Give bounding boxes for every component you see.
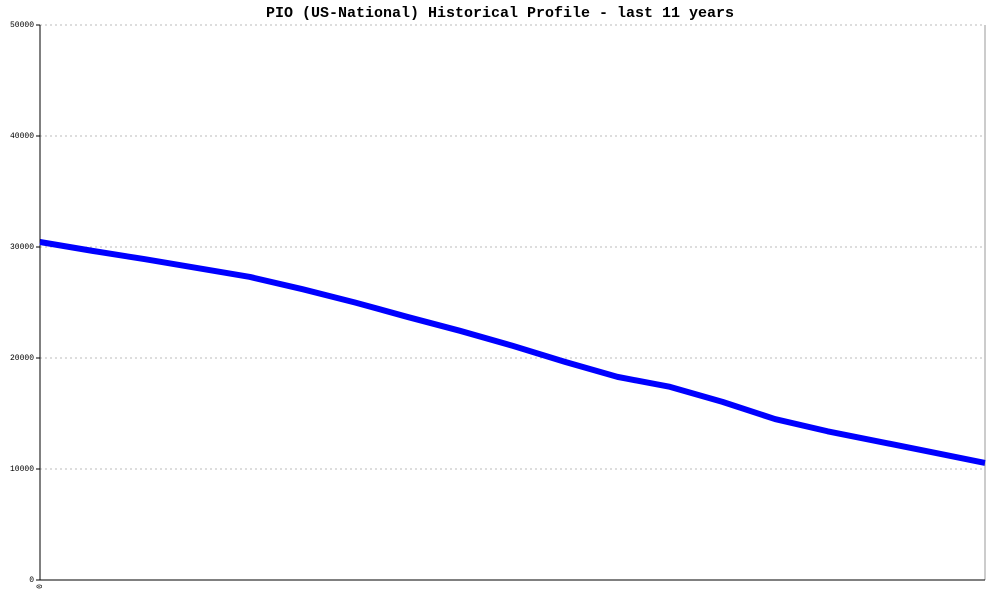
chart-title: PIO (US-National) Historical Profile - l… — [266, 5, 734, 22]
y-tick-label: 20000 — [10, 354, 34, 363]
data-line — [39, 239, 986, 466]
y-tick-label: 30000 — [10, 243, 34, 252]
y-tick-label: 0 — [29, 576, 34, 585]
x-tick-label: 0 — [36, 584, 45, 589]
y-tick-label: 40000 — [10, 132, 34, 141]
y-tick-label: 50000 — [10, 21, 34, 30]
y-tick-label: 10000 — [10, 465, 34, 474]
